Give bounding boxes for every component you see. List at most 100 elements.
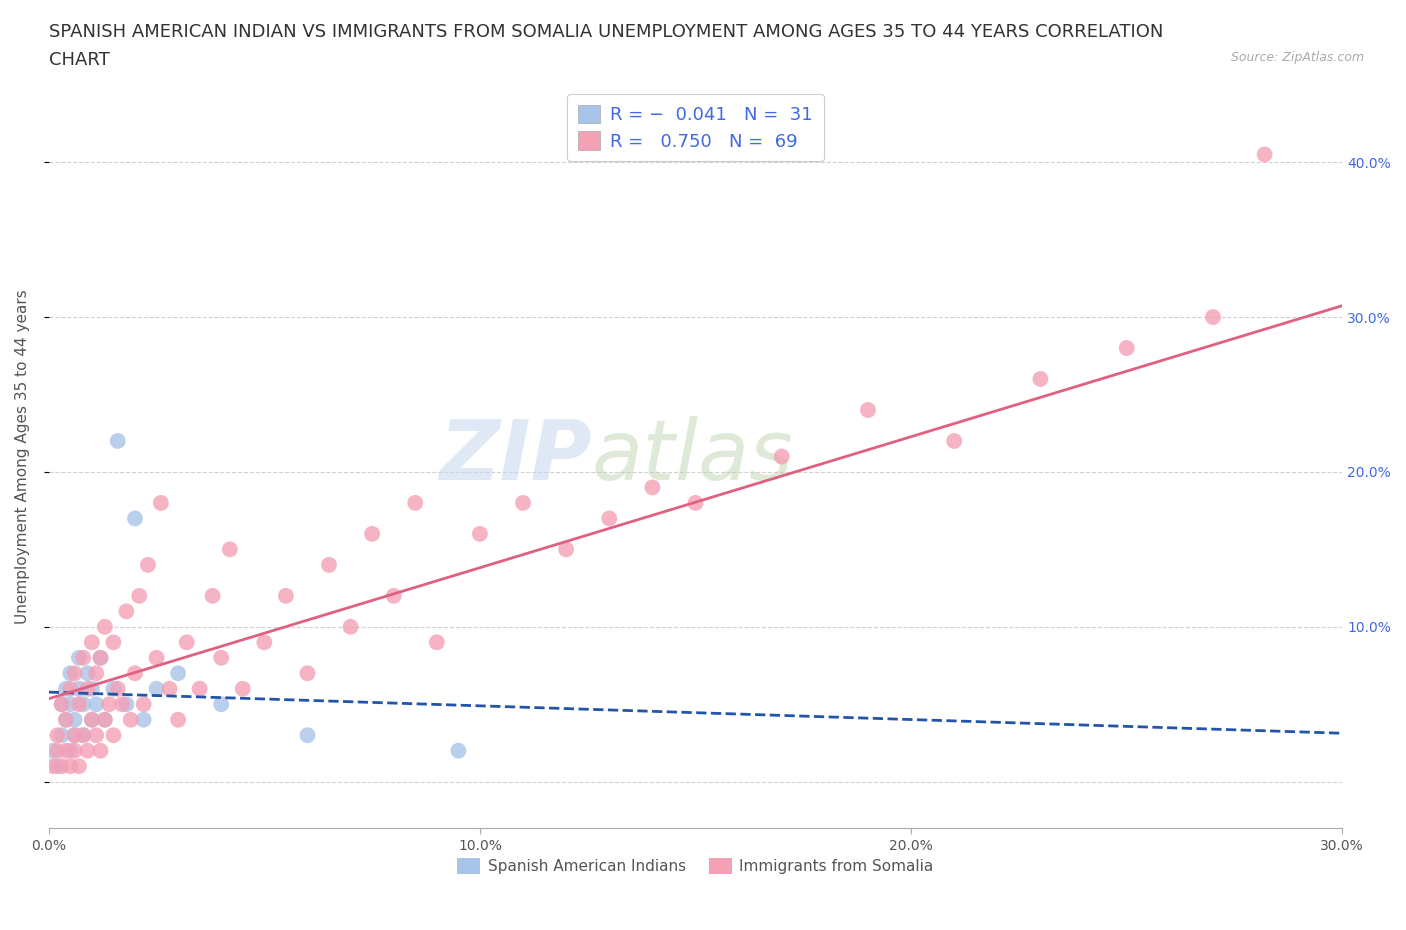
- Point: [1202, 310, 1225, 325]
- Point: [72, 650, 94, 665]
- Point: [132, 697, 155, 711]
- Point: [72, 728, 94, 743]
- Y-axis label: Unemployment Among Ages 35 to 44 years: Unemployment Among Ages 35 to 44 years: [15, 289, 30, 624]
- Point: [188, 682, 211, 697]
- Point: [120, 712, 142, 727]
- Point: [72, 697, 94, 711]
- Point: [59, 759, 82, 774]
- Point: [103, 635, 125, 650]
- Point: [555, 542, 578, 557]
- Point: [84, 666, 107, 681]
- Point: [136, 557, 159, 572]
- Point: [98, 697, 121, 711]
- Point: [1253, 147, 1275, 162]
- Point: [253, 635, 276, 650]
- Point: [145, 682, 167, 697]
- Point: [51, 697, 73, 711]
- Point: [1029, 372, 1052, 387]
- Text: ZIP: ZIP: [440, 416, 592, 497]
- Text: CHART: CHART: [49, 51, 110, 69]
- Point: [218, 542, 240, 557]
- Point: [512, 496, 534, 511]
- Point: [76, 666, 98, 681]
- Text: Source: ZipAtlas.com: Source: ZipAtlas.com: [1230, 51, 1364, 64]
- Point: [67, 650, 90, 665]
- Point: [318, 557, 340, 572]
- Point: [80, 682, 103, 697]
- Point: [598, 511, 620, 525]
- Point: [67, 697, 90, 711]
- Point: [361, 526, 384, 541]
- Point: [51, 728, 73, 743]
- Point: [115, 604, 138, 618]
- Point: [55, 682, 77, 697]
- Legend: Spanish American Indians, Immigrants from Somalia: Spanish American Indians, Immigrants fro…: [451, 852, 939, 880]
- Point: [55, 712, 77, 727]
- Point: [201, 589, 224, 604]
- Point: [63, 728, 86, 743]
- Point: [124, 666, 146, 681]
- Point: [103, 682, 125, 697]
- Point: [132, 712, 155, 727]
- Point: [84, 728, 107, 743]
- Point: [145, 650, 167, 665]
- Point: [80, 712, 103, 727]
- Point: [63, 712, 86, 727]
- Point: [107, 682, 129, 697]
- Point: [89, 743, 111, 758]
- Text: atlas: atlas: [592, 416, 793, 497]
- Point: [159, 682, 181, 697]
- Point: [42, 743, 65, 758]
- Point: [297, 666, 319, 681]
- Point: [770, 449, 793, 464]
- Point: [51, 759, 73, 774]
- Point: [63, 666, 86, 681]
- Point: [167, 666, 190, 681]
- Point: [59, 697, 82, 711]
- Point: [339, 619, 361, 634]
- Point: [297, 728, 319, 743]
- Point: [111, 697, 134, 711]
- Point: [94, 712, 117, 727]
- Point: [72, 728, 94, 743]
- Point: [59, 682, 82, 697]
- Point: [76, 682, 98, 697]
- Point: [63, 743, 86, 758]
- Point: [67, 682, 90, 697]
- Point: [94, 619, 117, 634]
- Point: [167, 712, 190, 727]
- Point: [59, 666, 82, 681]
- Point: [468, 526, 491, 541]
- Point: [55, 743, 77, 758]
- Point: [404, 496, 426, 511]
- Point: [107, 433, 129, 448]
- Text: SPANISH AMERICAN INDIAN VS IMMIGRANTS FROM SOMALIA UNEMPLOYMENT AMONG AGES 35 TO: SPANISH AMERICAN INDIAN VS IMMIGRANTS FR…: [49, 23, 1164, 41]
- Point: [426, 635, 449, 650]
- Point: [115, 697, 138, 711]
- Point: [943, 433, 966, 448]
- Point: [856, 403, 879, 418]
- Point: [209, 650, 232, 665]
- Point: [42, 759, 65, 774]
- Point: [46, 759, 69, 774]
- Point: [1115, 340, 1137, 355]
- Point: [382, 589, 405, 604]
- Point: [89, 650, 111, 665]
- Point: [89, 650, 111, 665]
- Point: [447, 743, 470, 758]
- Point: [209, 697, 232, 711]
- Point: [80, 635, 103, 650]
- Point: [685, 496, 707, 511]
- Point: [149, 496, 172, 511]
- Point: [176, 635, 198, 650]
- Point: [84, 697, 107, 711]
- Point: [55, 712, 77, 727]
- Point: [103, 728, 125, 743]
- Point: [94, 712, 117, 727]
- Point: [46, 728, 69, 743]
- Point: [641, 480, 664, 495]
- Point: [63, 728, 86, 743]
- Point: [128, 589, 150, 604]
- Point: [232, 682, 254, 697]
- Point: [80, 712, 103, 727]
